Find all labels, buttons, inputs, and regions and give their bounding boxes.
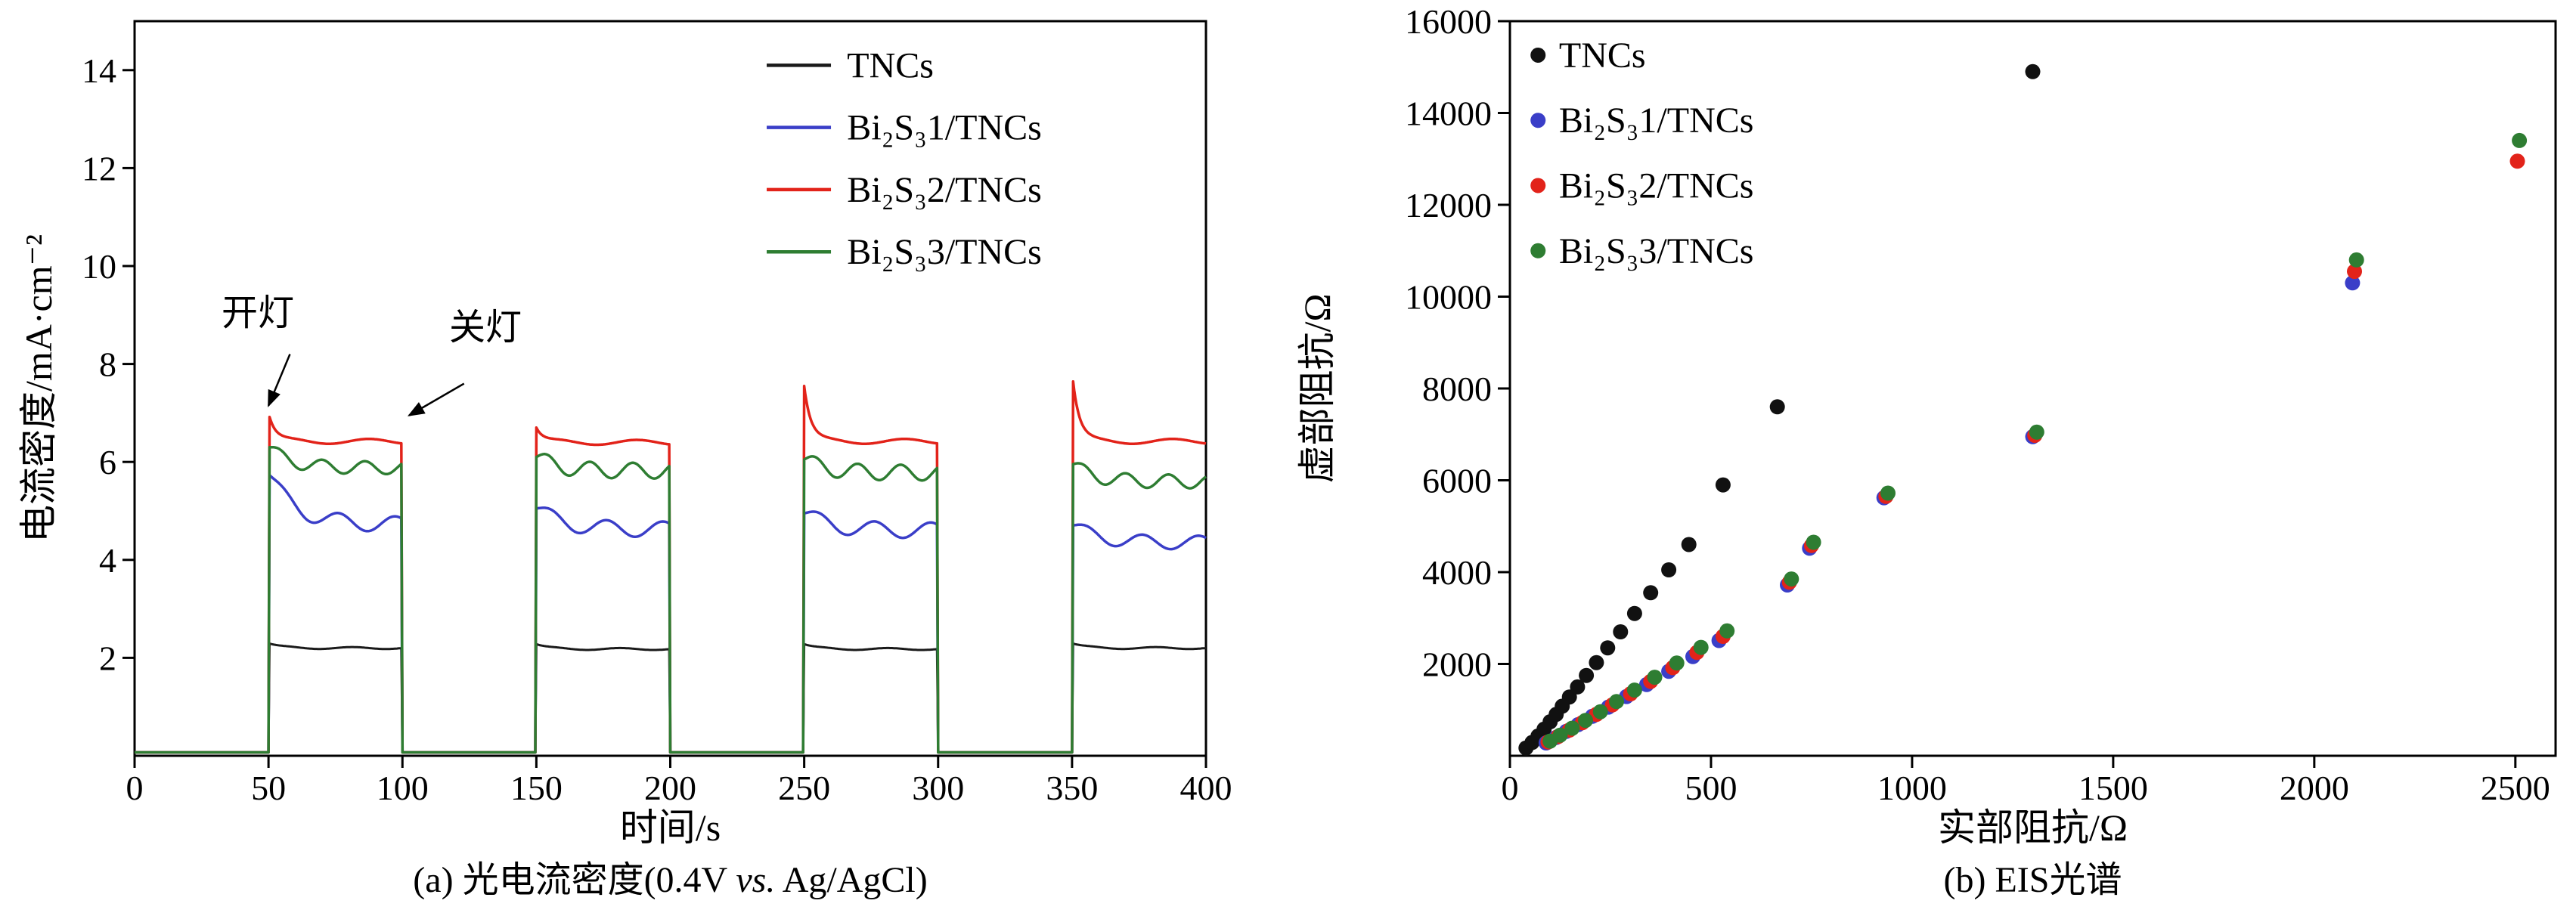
data-point xyxy=(1613,624,1629,639)
legend-label: Bi₂S₃3/TNCs xyxy=(847,232,1042,272)
scatter-series-0 xyxy=(1518,63,2041,756)
y-axis-title: 虚部阻抗/Ω xyxy=(1296,293,1338,483)
y-tick-label: 4000 xyxy=(1422,553,1492,592)
x-tick-label: 50 xyxy=(251,769,286,807)
x-tick-label: 200 xyxy=(644,769,696,807)
data-point xyxy=(1564,720,1580,736)
y-tick-label: 6 xyxy=(99,443,116,481)
x-tick-label: 0 xyxy=(126,769,144,807)
annotation-text: 关灯 xyxy=(449,308,522,348)
x-tick-label: 1500 xyxy=(2078,769,2148,807)
data-point xyxy=(2347,264,2362,280)
annotation-0: 开灯 xyxy=(222,293,294,407)
data-point xyxy=(1570,679,1586,695)
data-point xyxy=(1880,485,1896,501)
data-point xyxy=(1626,682,1642,698)
legend-label: Bi₂S₃2/TNCs xyxy=(1559,166,1754,206)
legend-label: Bi₂S₃2/TNCs xyxy=(847,170,1042,210)
data-point xyxy=(1806,534,1821,550)
x-tick-label: 2000 xyxy=(2280,769,2349,807)
legend-label: Bi₂S₃1/TNCs xyxy=(847,108,1042,148)
legend-photocurrent: TNCs Bi₂S₃1/TNCs Bi₂S₃2/TNCs Bi₂S₃3/TNCs xyxy=(767,45,1042,272)
data-point xyxy=(1719,623,1735,639)
photocurrent-axes: 0 50 100 150 200 250 300 350 400 2 4 6 8 10 12 14 时间/s 电流… xyxy=(17,20,1232,849)
annotation-1: 关灯 xyxy=(407,308,522,416)
x-tick-label: 2500 xyxy=(2481,769,2550,807)
data-point xyxy=(1609,694,1624,710)
data-point xyxy=(1579,667,1595,683)
data-point xyxy=(1693,639,1709,655)
legend-dot-sample xyxy=(1530,178,1546,193)
annotation-text: 开灯 xyxy=(222,293,294,333)
caption-panel-b: (b) EIS光谱 xyxy=(1943,860,2122,900)
data-point xyxy=(1578,713,1593,729)
y-axis-title: 电流密度/mA·cm⁻² xyxy=(17,234,60,543)
x-tick-label: 500 xyxy=(1685,769,1737,807)
eis-axes: 0 500 1000 1500 2000 2500 2000 4000 6000 8000 1000… xyxy=(1296,2,2557,849)
data-point xyxy=(1561,689,1577,705)
legend-dot-sample xyxy=(1530,47,1546,63)
data-point xyxy=(2509,153,2525,169)
legend-dot-sample xyxy=(1530,113,1546,128)
legend-label: Bi₂S₃3/TNCs xyxy=(1559,231,1754,271)
data-point xyxy=(1661,562,1677,577)
data-point xyxy=(1626,605,1642,621)
data-point xyxy=(1592,704,1608,719)
data-point xyxy=(2029,424,2044,440)
legend-label: TNCs xyxy=(1559,36,1646,76)
x-tick-label: 250 xyxy=(778,769,830,807)
data-point xyxy=(1769,399,1785,415)
legend-dot-sample xyxy=(1530,243,1546,258)
data-point xyxy=(1784,571,1799,587)
eis-series xyxy=(1518,63,2528,756)
y-tick-label: 16000 xyxy=(1405,2,1492,41)
legend-label: Bi₂S₃1/TNCs xyxy=(1559,101,1754,141)
data-point xyxy=(2345,275,2361,291)
x-axis-title: 实部阻抗/Ω xyxy=(1938,806,2128,849)
x-tick-label: 400 xyxy=(1180,769,1232,807)
x-tick-label: 350 xyxy=(1046,769,1098,807)
caption-a-suffix: Ag/AgCl) xyxy=(775,860,928,900)
legend-label: TNCs xyxy=(847,45,934,85)
y-tick-label: 14000 xyxy=(1405,94,1492,133)
y-tick-label: 10 xyxy=(82,247,116,286)
data-point xyxy=(2512,132,2528,148)
y-tick-label: 8000 xyxy=(1422,370,1492,408)
x-tick-label: 150 xyxy=(510,769,563,807)
photocurrent-series xyxy=(134,379,1207,754)
scatter-series-3 xyxy=(1542,132,2528,749)
y-tick-label: 2 xyxy=(99,639,116,677)
data-point xyxy=(2348,252,2364,268)
y-tick-label: 6000 xyxy=(1422,462,1492,500)
caption-a-vs-italic: vs. xyxy=(736,860,776,900)
x-axis-title: 时间/s xyxy=(620,806,721,849)
data-point xyxy=(1589,655,1604,670)
x-tick-label: 300 xyxy=(912,769,964,807)
x-tick-label: 0 xyxy=(1502,769,1519,807)
y-tick-label: 4 xyxy=(99,541,116,580)
data-point xyxy=(1600,640,1616,656)
data-point xyxy=(1715,477,1731,493)
caption-a-prefix: (a) 光电流密度(0.4V xyxy=(413,860,736,900)
annotation-arrow xyxy=(267,354,291,407)
y-tick-label: 2000 xyxy=(1422,645,1492,684)
y-tick-label: 14 xyxy=(82,51,116,90)
data-point xyxy=(2025,63,2041,79)
y-tick-label: 12 xyxy=(82,149,116,187)
y-tick-label: 8 xyxy=(99,345,116,384)
series-line-3 xyxy=(134,445,1207,754)
annotation-arrow xyxy=(407,382,465,416)
y-tick-label: 10000 xyxy=(1405,278,1492,317)
caption-panel-a: (a) 光电流密度(0.4V vs. Ag/AgCl) xyxy=(135,849,1206,902)
data-point xyxy=(1681,537,1697,552)
x-tick-label: 1000 xyxy=(1877,769,1947,807)
x-tick-label: 100 xyxy=(377,769,429,807)
legend-eis: TNCs Bi₂S₃1/TNCs Bi₂S₃2/TNCs Bi₂S₃3/TNCs xyxy=(1530,36,1753,271)
data-point xyxy=(1643,585,1659,601)
data-point xyxy=(1552,727,1568,743)
data-point xyxy=(1647,670,1663,685)
y-tick-label: 12000 xyxy=(1405,186,1492,224)
data-point xyxy=(1669,655,1685,671)
